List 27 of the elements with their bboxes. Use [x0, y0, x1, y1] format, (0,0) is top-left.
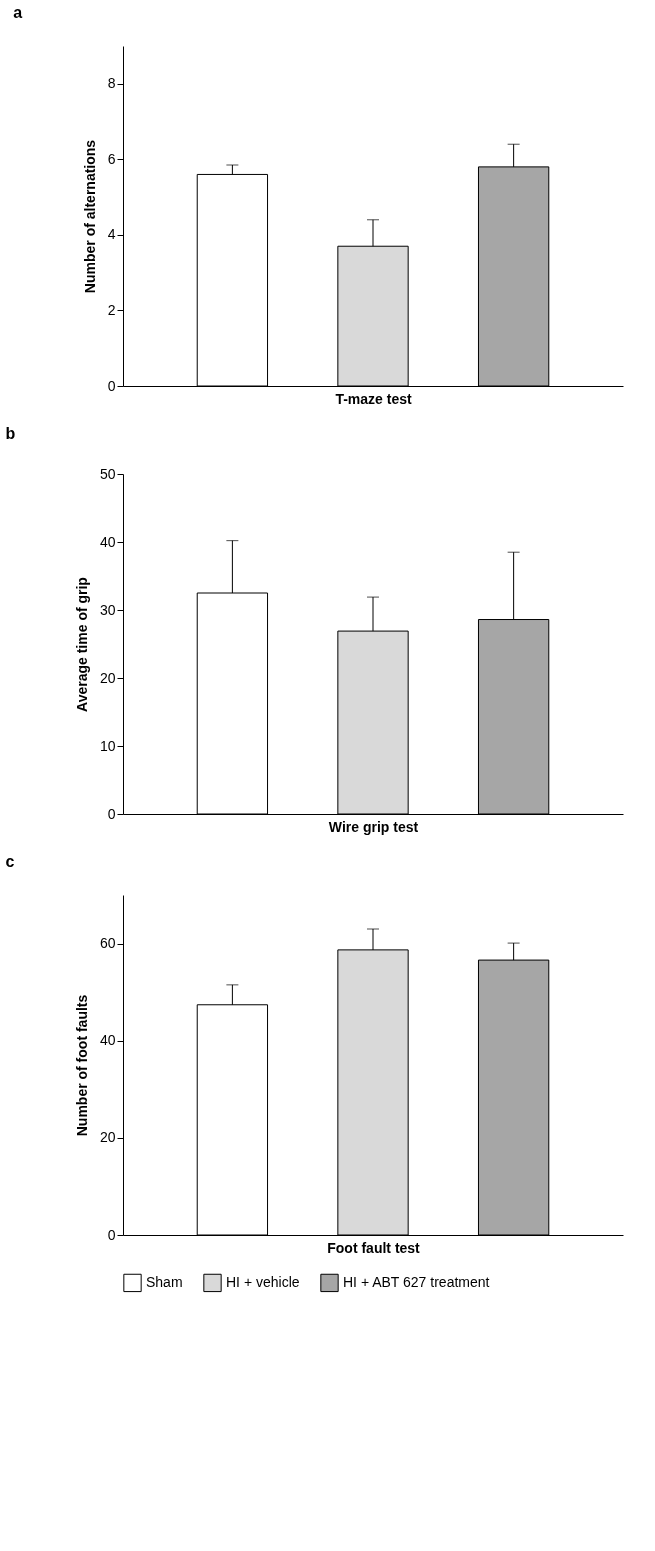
- y-tick-label: 20: [99, 669, 116, 686]
- x-axis-title: Wire grip test: [328, 818, 419, 835]
- y-tick-label: 20: [99, 1129, 116, 1146]
- chart-title: b: [5, 425, 16, 442]
- legend-label: HI + vehicle: [226, 1273, 300, 1290]
- y-tick-label: 30: [99, 601, 116, 618]
- chart-title: c: [5, 853, 15, 870]
- y-tick-label: 0: [107, 1226, 116, 1243]
- y-axis-title: Number of alternations: [81, 139, 98, 294]
- y-tick-label: 2: [107, 301, 116, 318]
- legend-label: Sham: [146, 1273, 183, 1290]
- legend-label: HI + ABT 627 treatment: [343, 1273, 490, 1290]
- chart-title: a: [13, 4, 23, 21]
- y-tick-label: 40: [99, 533, 116, 550]
- y-tick-label: 10: [99, 737, 116, 754]
- y-tick-label: 8: [107, 75, 116, 92]
- y-tick-label: 50: [99, 465, 116, 482]
- y-axis-title: Number of foot faults: [73, 994, 90, 1137]
- y-tick-label: 0: [107, 377, 116, 394]
- y-tick-label: 40: [99, 1032, 116, 1049]
- x-axis-title: Foot fault test: [327, 1239, 421, 1256]
- y-tick-label: 6: [107, 150, 116, 167]
- y-axis-title: Average time of grip: [73, 577, 90, 712]
- y-tick-label: 4: [107, 226, 116, 243]
- y-tick-label: 0: [107, 805, 116, 822]
- x-axis-title: T-maze test: [335, 390, 412, 407]
- y-tick-label: 60: [99, 935, 116, 952]
